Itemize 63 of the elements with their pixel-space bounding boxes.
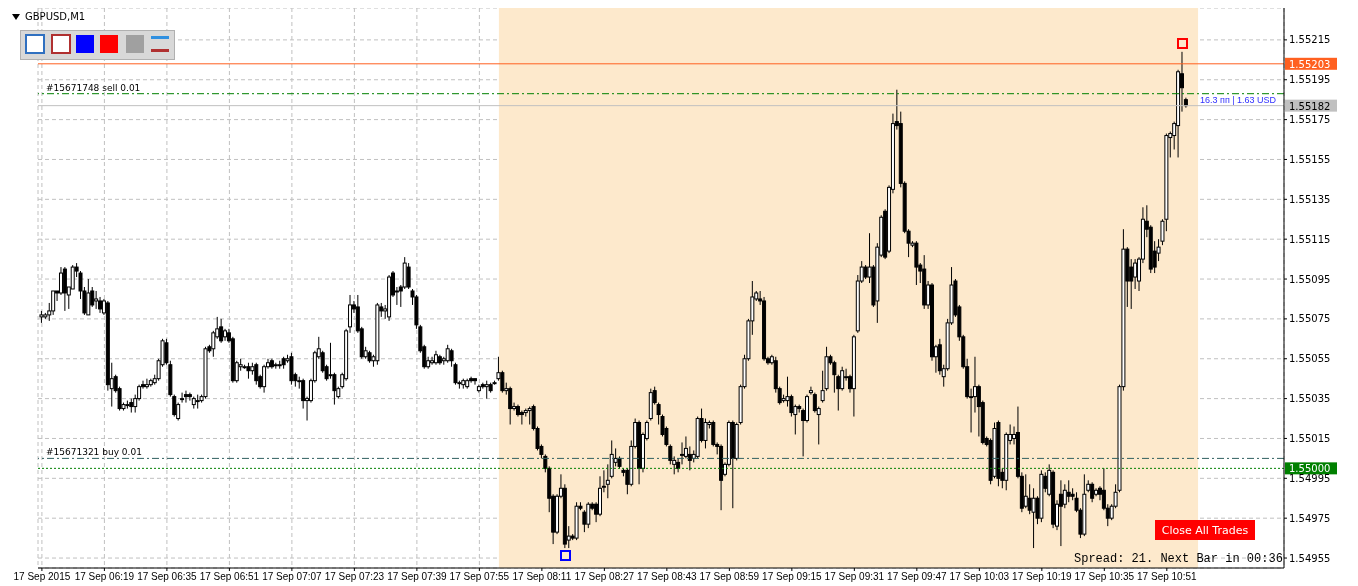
annotation: Spread: 21. Next Bar in 00:36 (1074, 552, 1283, 566)
x-tick-label: 17 Sep 06:51 (199, 571, 260, 583)
candlestick (144, 378, 149, 390)
button: Close All Trades (1155, 520, 1255, 540)
ref-line-label: #15671321 buy 0.01 (46, 447, 142, 458)
x-tick-label: 17 Sep 2015 (13, 571, 71, 583)
candlestick (1058, 479, 1063, 547)
candlestick (609, 439, 614, 479)
x-tick-label: 17 Sep 10:19 (1012, 571, 1073, 583)
candlestick (508, 386, 513, 426)
candlestick (62, 266, 67, 312)
y-tick-label: 1.55095 (1289, 273, 1331, 285)
candlestick (430, 356, 435, 366)
candlestick (211, 330, 216, 358)
y-tick-label: 1.55195 (1289, 74, 1331, 86)
x-tick-label: 17 Sep 07:55 (449, 571, 510, 583)
y-tick-label: 1.55075 (1289, 313, 1331, 325)
y-tick-label: 1.55115 (1289, 233, 1331, 245)
y-tick-label: 1.54995 (1289, 472, 1331, 484)
x-tick-label: 17 Sep 06:35 (137, 571, 198, 583)
x-tick-label: 17 Sep 08:43 (637, 571, 698, 583)
candlestick (1031, 487, 1036, 549)
candlestick (254, 362, 259, 386)
y-tick-label: 1.55155 (1289, 154, 1331, 166)
candlestick (180, 392, 185, 404)
candlestick (187, 392, 192, 402)
x-tick-label: 17 Sep 07:23 (324, 571, 385, 583)
x-tick-label: 17 Sep 10:51 (1137, 571, 1198, 583)
candlestick (605, 463, 610, 499)
x-tick-label: 17 Sep 10:35 (1074, 571, 1135, 583)
ref-line-label: 1.55000 (1289, 463, 1331, 475)
candlestick (183, 390, 188, 404)
candlestick (86, 278, 91, 316)
y-tick-label: 1.55055 (1289, 353, 1331, 365)
x-tick-label: 17 Sep 08:27 (574, 571, 635, 583)
candlestick (94, 290, 99, 310)
candlestick (519, 410, 524, 426)
y-tick-label: 1.55135 (1289, 193, 1331, 205)
y-tick-label: 1.55035 (1289, 393, 1331, 405)
candlestick (473, 378, 478, 386)
x-tick-label: 17 Sep 09:47 (887, 571, 948, 583)
candlestick (711, 420, 716, 447)
ref-line-label: 1.55203 (1289, 58, 1331, 70)
candlestick (58, 266, 63, 296)
x-tick-label: 17 Sep 08:59 (699, 571, 760, 583)
x-tick-label: 17 Sep 08:11 (512, 571, 572, 583)
x-tick-label: 17 Sep 07:07 (262, 571, 323, 583)
ref-line-label: 1.55182 (1289, 100, 1331, 112)
y-tick-label: 1.55175 (1289, 114, 1331, 126)
y-tick-label: 1.55215 (1289, 34, 1331, 46)
y-tick-label: 1.55015 (1289, 433, 1331, 445)
x-tick-label: 17 Sep 09:15 (762, 571, 823, 583)
ref-line-label: #15671748 sell 0.01 (46, 82, 141, 93)
x-tick-label: 17 Sep 10:03 (949, 571, 1010, 583)
x-tick-label: 17 Sep 07:39 (387, 571, 448, 583)
candlestick (680, 441, 685, 465)
y-tick-label: 1.54955 (1289, 552, 1331, 564)
candlestick (406, 262, 411, 290)
annotation: 16.3 пп | 1.63 USD (1200, 95, 1277, 105)
x-tick-label: 17 Sep 09:31 (824, 571, 885, 583)
y-tick-label: 1.54975 (1289, 512, 1331, 524)
x-tick-label: 17 Sep 06:19 (74, 571, 135, 583)
chart-title: GBPUSD,M1 (25, 11, 86, 22)
